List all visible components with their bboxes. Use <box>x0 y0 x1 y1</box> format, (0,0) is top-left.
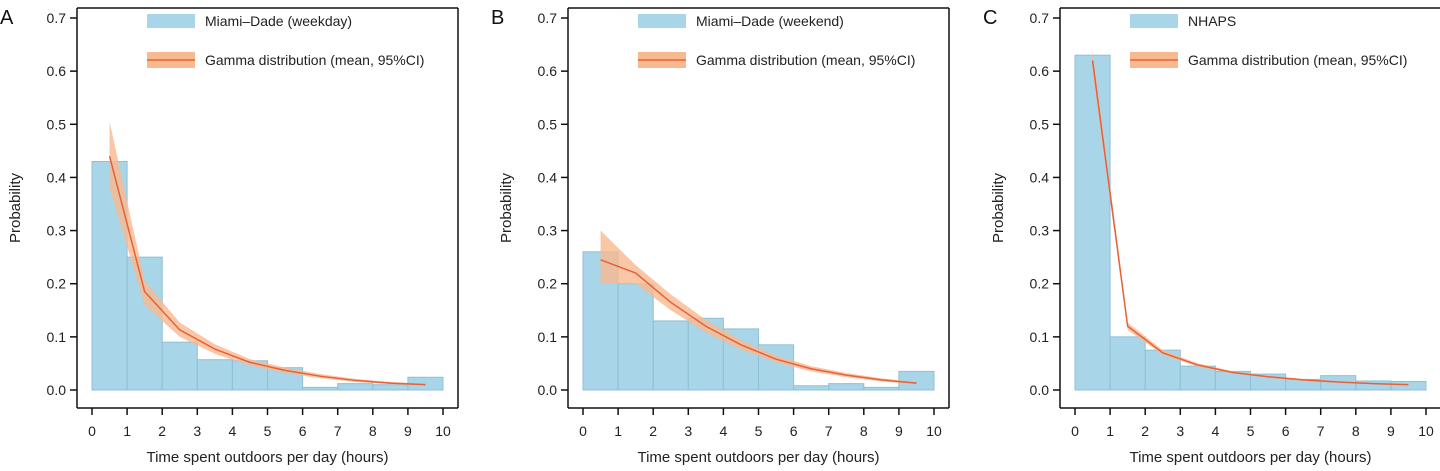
y-tick-label: 0.6 <box>1030 63 1050 79</box>
y-tick-label: 0.2 <box>538 276 558 292</box>
legend-swatch-histogram <box>1130 14 1178 28</box>
x-tick-label: 5 <box>1247 423 1255 439</box>
ci-band <box>600 230 917 385</box>
x-tick-label: 2 <box>1141 423 1149 439</box>
y-tick-label: 0.4 <box>538 169 558 185</box>
x-tick-label: 2 <box>649 423 657 439</box>
x-tick-label: 8 <box>369 423 377 439</box>
y-tick-label: 0.0 <box>538 382 558 398</box>
panel-label: A <box>0 7 14 29</box>
y-axis-label: Probability <box>498 172 515 243</box>
histogram-bar <box>1074 54 1111 391</box>
panel-label: C <box>983 7 997 29</box>
x-tick-label: 9 <box>1387 423 1395 439</box>
x-tick-label: 3 <box>193 423 201 439</box>
y-tick-label: 0.1 <box>1030 329 1050 345</box>
x-tick-label: 5 <box>264 423 272 439</box>
histogram-bar <box>302 386 339 391</box>
legend-label-histogram: NHAPS <box>1188 13 1236 29</box>
x-tick-label: 0 <box>88 423 96 439</box>
legend-swatch-histogram <box>638 14 686 28</box>
x-tick-label: 1 <box>1106 423 1114 439</box>
y-tick-label: 0.5 <box>47 116 67 132</box>
y-tick-label: 0.0 <box>47 382 67 398</box>
y-tick-label: 0.7 <box>538 10 558 26</box>
panel-label: B <box>491 7 504 29</box>
legend-label-gamma: Gamma distribution (mean, 95%CI) <box>1188 52 1407 68</box>
x-axis-label: Time spent outdoors per day (hours) <box>146 449 388 466</box>
y-tick-label: 0.3 <box>1030 223 1050 239</box>
histogram-bar <box>793 385 830 391</box>
y-tick-label: 0.3 <box>47 223 67 239</box>
x-tick-label: 9 <box>895 423 903 439</box>
x-tick-label: 4 <box>1212 423 1220 439</box>
x-tick-label: 8 <box>1352 423 1360 439</box>
histogram-bar <box>898 370 935 391</box>
x-tick-label: 10 <box>1418 423 1434 439</box>
gamma-mean-line <box>108 155 426 386</box>
histogram-bar <box>828 383 865 391</box>
legend-swatch-histogram <box>147 14 195 28</box>
y-tick-label: 0.4 <box>47 169 67 185</box>
x-tick-label: 6 <box>790 423 798 439</box>
x-tick-label: 3 <box>1176 423 1184 439</box>
y-tick-label: 0.4 <box>1030 169 1050 185</box>
legend-label-gamma: Gamma distribution (mean, 95%CI) <box>696 52 915 68</box>
x-axis-label: Time spent outdoors per day (hours) <box>637 449 879 466</box>
histogram-bar <box>337 383 374 391</box>
x-tick-label: 0 <box>1071 423 1079 439</box>
panel-b: 0.0 0.1 0.2 0.3 0.4 0.5 0.6 0.7 0 1 2 3 4 5 6 7 8 9 10 Time… <box>491 7 950 466</box>
x-tick-label: 5 <box>755 423 763 439</box>
legend-label-histogram: Miami–Dade (weekday) <box>205 13 352 29</box>
y-tick-label: 0.0 <box>1030 382 1050 398</box>
y-tick-label: 0.5 <box>1030 116 1050 132</box>
gamma-mean-line <box>600 259 917 384</box>
panel-a: 0.0 0.1 0.2 0.3 0.4 0.5 0.6 0.7 0 1 2 3 4 5 6 7 8 9 10 Time… <box>0 7 459 466</box>
x-tick-label: 3 <box>684 423 692 439</box>
histogram-bar <box>863 386 900 391</box>
x-tick-label: 4 <box>720 423 728 439</box>
gamma-mean-line <box>1091 60 1409 386</box>
x-tick-label: 7 <box>334 423 342 439</box>
x-tick-label: 1 <box>614 423 622 439</box>
y-axis-label: Probability <box>7 172 24 243</box>
y-tick-label: 0.1 <box>538 329 558 345</box>
histogram-bar <box>372 384 409 391</box>
x-tick-label: 7 <box>825 423 833 439</box>
histogram-bar <box>161 341 198 391</box>
histogram-bar <box>196 359 233 391</box>
legend-label-gamma: Gamma distribution (mean, 95%CI) <box>205 52 424 68</box>
y-tick-label: 0.3 <box>538 223 558 239</box>
y-tick-label: 0.6 <box>47 63 67 79</box>
x-tick-label: 2 <box>158 423 166 439</box>
x-tick-label: 6 <box>299 423 307 439</box>
x-tick-label: 6 <box>1282 423 1290 439</box>
y-axis-label: Probability <box>990 172 1007 243</box>
x-tick-label: 8 <box>860 423 868 439</box>
histogram-bar <box>1109 336 1146 391</box>
legend-label-histogram: Miami–Dade (weekend) <box>696 13 844 29</box>
x-tick-label: 10 <box>435 423 451 439</box>
x-tick-label: 0 <box>579 423 587 439</box>
y-tick-label: 0.5 <box>538 116 558 132</box>
histogram-bar <box>1390 380 1427 391</box>
x-tick-label: 7 <box>1317 423 1325 439</box>
x-tick-label: 10 <box>926 423 942 439</box>
panel-c: 0.0 0.1 0.2 0.3 0.4 0.5 0.6 0.7 0 1 2 3 4 5 6 7 8 9 10 Time… <box>983 7 1440 466</box>
x-axis-label: Time spent outdoors per day (hours) <box>1129 449 1371 466</box>
x-tick-label: 9 <box>404 423 412 439</box>
y-tick-label: 0.2 <box>47 276 67 292</box>
histogram-bar <box>617 283 654 391</box>
y-tick-label: 0.2 <box>1030 276 1050 292</box>
histogram-bar <box>652 320 689 391</box>
y-tick-label: 0.1 <box>47 329 67 345</box>
y-tick-label: 0.7 <box>1030 10 1050 26</box>
y-tick-label: 0.6 <box>538 63 558 79</box>
histogram-bar <box>1179 365 1216 391</box>
histogram-bar <box>126 256 163 391</box>
y-tick-label: 0.7 <box>47 10 67 26</box>
x-tick-label: 1 <box>123 423 131 439</box>
x-tick-label: 4 <box>229 423 237 439</box>
